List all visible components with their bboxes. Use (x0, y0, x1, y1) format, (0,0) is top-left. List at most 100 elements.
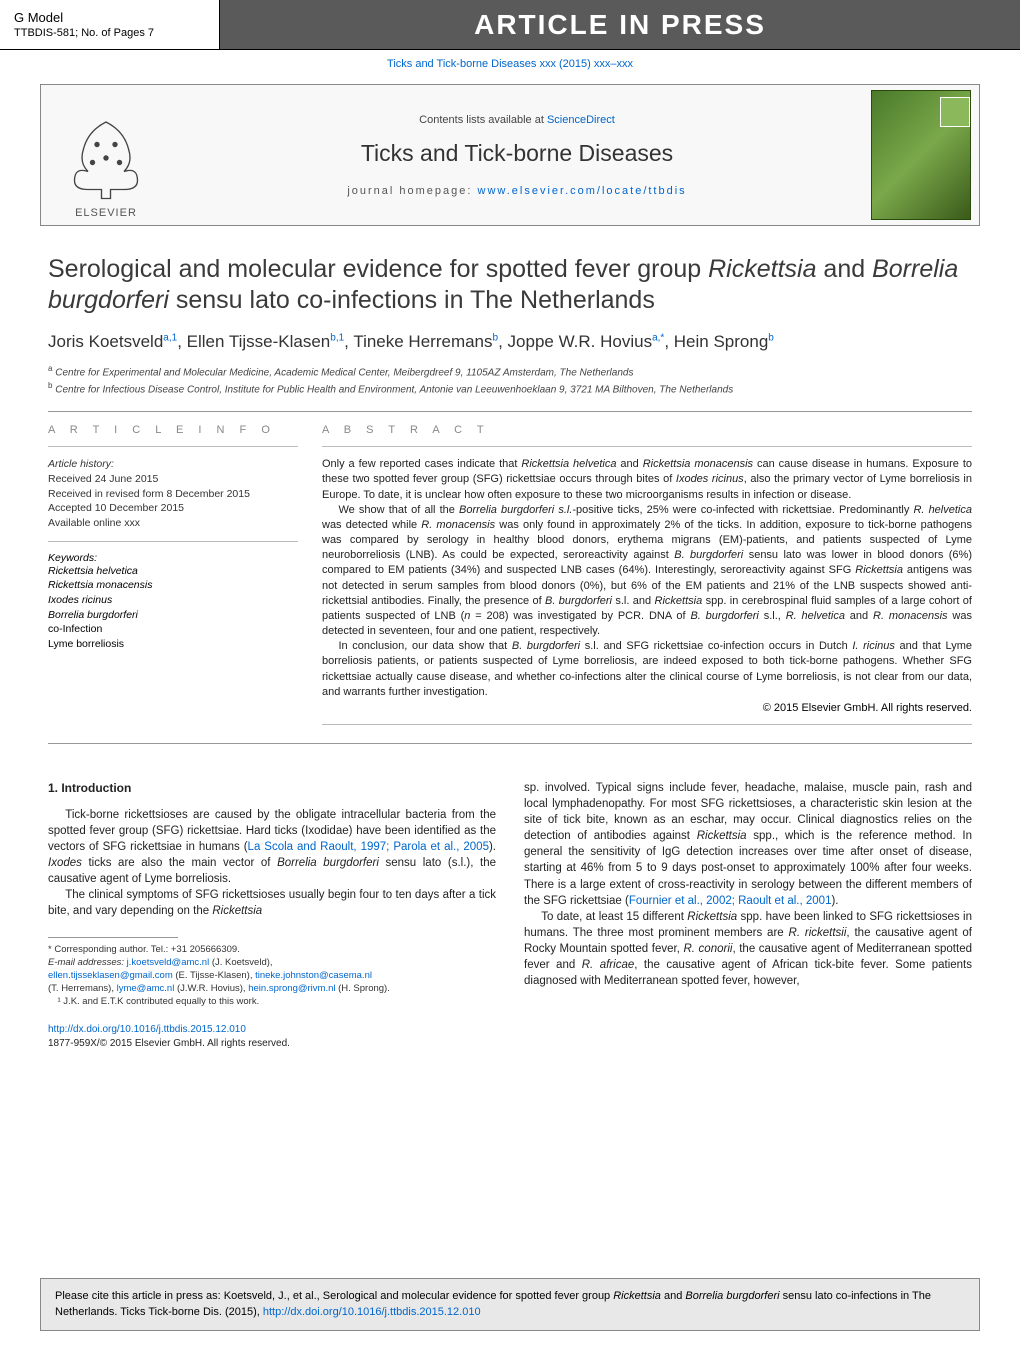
email-addresses: E-mail addresses: j.koetsveld@amc.nl (J.… (48, 957, 496, 995)
body-span: The clinical symptoms of SFG rickettsios… (48, 889, 496, 917)
journal-name: Ticks and Tick-borne Diseases (191, 140, 843, 167)
footnote-divider (48, 937, 178, 938)
abstract-genus: R. helvetica (786, 610, 845, 622)
article-info-column: A R T I C L E I N F O Article history: R… (48, 424, 298, 735)
email-link[interactable]: ellen.tijsseklasen@gmail.com (48, 970, 173, 981)
abstract-genus: R. monacensis (873, 610, 948, 622)
body-paragraph: To date, at least 15 different Rickettsi… (524, 909, 972, 989)
email-who: (T. Herremans), (48, 983, 117, 994)
abstract-span: In conclusion, our data show that (339, 640, 512, 652)
abstract-genus: B. burgdorferi (690, 610, 758, 622)
section-divider (48, 411, 972, 412)
abstract-span: Only a few reported cases indicate that (322, 458, 521, 470)
abstract-genus: Rickettsia (855, 564, 903, 576)
body-genus: Rickettsia (687, 911, 737, 923)
doi-block: http://dx.doi.org/10.1016/j.ttbdis.2015.… (48, 1023, 496, 1051)
body-genus: Ixodes (48, 857, 82, 869)
abstract-text: Only a few reported cases indicate that … (322, 457, 972, 700)
body-span: ). (489, 841, 496, 853)
abstract-span: and (845, 610, 873, 622)
elsevier-tree-icon (61, 113, 151, 203)
cite-text: Please cite this article in press as: Ko… (55, 1290, 613, 1302)
two-column-body: 1. Introduction Tick-borne rickettsioses… (48, 780, 972, 1051)
keyword: Rickettsia helvetica (48, 564, 298, 579)
body-genus: Borrelia burgdorferi (277, 857, 379, 869)
abstract-genus: B. burgdorferi (545, 595, 612, 607)
abstract-genus: B. burgdorferi (674, 549, 743, 561)
masthead-center: Contents lists available at ScienceDirec… (171, 104, 863, 207)
body-paragraph: sp. involved. Typical signs include feve… (524, 780, 972, 909)
journal-masthead: ELSEVIER Contents lists available at Sci… (40, 84, 980, 226)
title-part: and (816, 255, 872, 283)
gmodel-box: G Model TTBDIS-581; No. of Pages 7 (0, 0, 220, 49)
contents-prefix: Contents lists available at (419, 114, 547, 126)
abstract-span: was detected while (322, 519, 421, 531)
keyword: Lyme borreliosis (48, 637, 298, 652)
email-link[interactable]: tineke.johnston@casema.nl (255, 970, 372, 981)
email-who: (J. Koetsveld), (209, 957, 272, 968)
author-affil-sup: b (768, 332, 774, 343)
corresponding-author: * Corresponding author. Tel.: +31 205666… (48, 944, 496, 957)
abstract-span: s.l. and SFG rickettsiae co-infection oc… (580, 640, 852, 652)
abstract-divider (322, 446, 972, 447)
citation-link[interactable]: La Scola and Raoult, 1997; Parola et al.… (248, 841, 489, 853)
author: Ellen Tijsse-Klasen (187, 332, 331, 351)
email-link[interactable]: hein.sprong@rivm.nl (248, 983, 335, 994)
sciencedirect-link[interactable]: ScienceDirect (547, 114, 615, 126)
abstract-heading: A B S T R A C T (322, 424, 972, 436)
keywords-label: Keywords: (48, 552, 298, 564)
equal-contribution-note: ¹ J.K. and E.T.K contributed equally to … (48, 996, 496, 1009)
section-heading-introduction: 1. Introduction (48, 780, 496, 797)
email-label: E-mail addresses: (48, 957, 124, 968)
title-part: Serological and molecular evidence for s… (48, 255, 708, 283)
article-info-heading: A R T I C L E I N F O (48, 424, 298, 436)
left-column: 1. Introduction Tick-borne rickettsioses… (48, 780, 496, 1051)
author: Joris Koetsveld (48, 332, 163, 351)
email-who: (E. Tijsse-Klasen), (173, 970, 255, 981)
abstract-span: and (616, 458, 642, 470)
body-genus: R. conorii (683, 943, 732, 955)
article-history: Article history: Received 24 June 2015 R… (48, 457, 298, 530)
header-strip: G Model TTBDIS-581; No. of Pages 7 ARTIC… (0, 0, 1020, 50)
journal-issue-link[interactable]: Ticks and Tick-borne Diseases xxx (2015)… (387, 58, 633, 70)
body-paragraph: Tick-borne rickettsioses are caused by t… (48, 807, 496, 887)
cite-genus: Borrelia burgdorferi (685, 1290, 779, 1302)
body-genus: Rickettsia (697, 830, 747, 842)
email-link[interactable]: j.koetsveld@amc.nl (127, 957, 210, 968)
received-date: Received 24 June 2015 (48, 472, 298, 487)
body-genus: Rickettsia (212, 905, 262, 917)
doi-link[interactable]: http://dx.doi.org/10.1016/j.ttbdis.2015.… (48, 1024, 246, 1035)
title-part: sensu lato co-infections in The Netherla… (169, 286, 655, 314)
author: Hein Sprong (674, 332, 769, 351)
history-label: Article history: (48, 457, 298, 472)
abstract-genus: B. burgdorferi (512, 640, 580, 652)
abstract-copyright: © 2015 Elsevier GmbH. All rights reserve… (322, 702, 972, 714)
author-list: Joris Koetsvelda,1, Ellen Tijsse-Klasenb… (48, 331, 972, 353)
affiliation-b: b Centre for Infectious Disease Control,… (48, 380, 972, 397)
keyword: co-Infection (48, 622, 298, 637)
cover-decoration (940, 97, 970, 127)
affiliations: a Centre for Experimental and Molecular … (48, 363, 972, 398)
author: Joppe W.R. Hovius (508, 332, 653, 351)
article-in-press-banner: ARTICLE IN PRESS (220, 0, 1020, 49)
body-paragraph: The clinical symptoms of SFG rickettsios… (48, 887, 496, 919)
email-who: (J.W.R. Hovius), (174, 983, 248, 994)
email-link[interactable]: lyme@amc.nl (117, 983, 175, 994)
abstract-span: We show that of all the (339, 504, 460, 516)
citation-link[interactable]: Fournier et al., 2002; Raoult et al., 20… (629, 895, 832, 907)
footnotes: * Corresponding author. Tel.: +31 205666… (48, 937, 496, 1008)
abstract-genus: R. helvetica (913, 504, 972, 516)
abstract-genus: Borrelia burgdorferi s.l. (459, 504, 572, 516)
abstract-genus: Rickettsia helvetica (521, 458, 616, 470)
body-span: To date, at least 15 different (541, 911, 687, 923)
gmodel-label: G Model (14, 10, 205, 25)
journal-homepage-link[interactable]: www.elsevier.com/locate/ttbdis (478, 185, 687, 197)
cite-doi-link[interactable]: http://dx.doi.org/10.1016/j.ttbdis.2015.… (263, 1306, 481, 1318)
abstract-span: s.l. and (612, 595, 655, 607)
homepage-prefix: journal homepage: (347, 185, 477, 197)
keywords-list: Rickettsia helvetica Rickettsia monacens… (48, 564, 298, 652)
abstract-genus: Ixodes ricinus (676, 473, 744, 485)
abstract-span: s.l., (759, 610, 786, 622)
info-divider (48, 446, 298, 447)
revised-date: Received in revised form 8 December 2015 (48, 487, 298, 502)
